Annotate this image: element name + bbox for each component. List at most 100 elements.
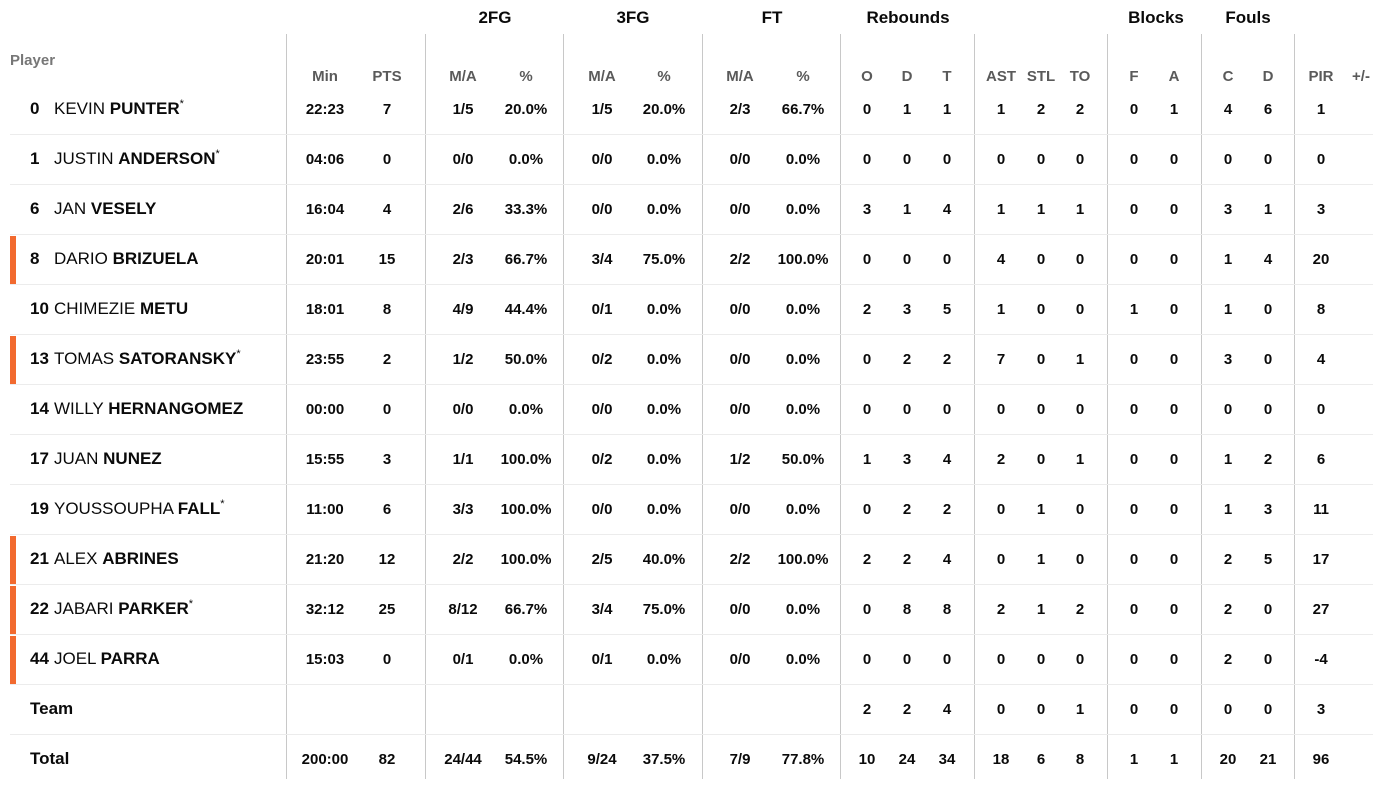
stat-pts: 7 [382, 101, 392, 118]
stat-ast: 0 [996, 501, 1006, 518]
stat-pts: 0 [382, 151, 392, 168]
stat-ast: 0 [996, 701, 1006, 718]
col-header-blk-a[interactable]: A [1168, 68, 1180, 85]
col-header-2fg-ma[interactable]: M/A [449, 68, 477, 85]
stat-3fg-pct: 0.0% [646, 451, 682, 468]
stat-2fg-pct: 100.0% [500, 551, 552, 568]
col-header-3fg-pct[interactable]: % [657, 68, 671, 85]
stat-blk-a: 0 [1169, 451, 1179, 468]
player-name-link[interactable]: KEVIN PUNTER* [54, 98, 184, 119]
starter-asterisk: * [179, 98, 184, 110]
stat-2fg-ma: 1/2 [452, 351, 474, 368]
player-name-link[interactable]: DARIO BRIZUELA [54, 249, 199, 269]
col-header-2fg-pct[interactable]: % [519, 68, 533, 85]
divider [425, 34, 426, 779]
col-header-reb-o[interactable]: O [861, 68, 873, 85]
player-number: 19 [30, 499, 49, 518]
row-separator [10, 134, 1373, 135]
player-name-link[interactable]: JAN VESELY [54, 199, 156, 219]
col-header-blk-f[interactable]: F [1129, 68, 1139, 85]
highlight-marker [10, 636, 16, 684]
stat-reb-o: 0 [862, 251, 872, 268]
stat-reb-o: 2 [862, 551, 872, 568]
player-name-link[interactable]: CHIMEZIE METU [54, 299, 188, 319]
stat-3fg-ma: 3/4 [591, 601, 613, 618]
player-column-label: Player [10, 52, 56, 69]
stat-pir: 11 [1313, 501, 1329, 518]
col-header-pir[interactable]: PIR [1308, 68, 1334, 85]
player-first-name: WILLY [54, 399, 104, 418]
stat-ft-pct: 0.0% [785, 601, 821, 618]
stat-3fg-ma: 1/5 [591, 101, 613, 118]
player-name-link[interactable]: JOEL PARRA [54, 649, 160, 669]
stat-blk-a: 0 [1169, 601, 1179, 618]
col-header-3fg-ma[interactable]: M/A [588, 68, 616, 85]
stat-blk-a: 0 [1169, 501, 1179, 518]
col-header-ast[interactable]: AST [986, 68, 1016, 85]
col-header-ft-pct[interactable]: % [796, 68, 810, 85]
stat-to: 1 [1075, 201, 1085, 218]
col-header-to[interactable]: TO [1069, 68, 1091, 85]
stat-ast: 0 [996, 401, 1006, 418]
stat-reb-d: 2 [902, 701, 912, 718]
stat-reb-d: 0 [902, 251, 912, 268]
stat-3fg-pct: 75.0% [642, 601, 686, 618]
stat-foul-c: 3 [1223, 201, 1233, 218]
row-separator [10, 534, 1373, 535]
stat-2fg-ma: 2/3 [452, 251, 474, 268]
stat-ft-ma: 0/0 [729, 601, 751, 618]
stat-2fg-ma: 24/44 [444, 751, 482, 768]
stat-ft-pct: 100.0% [777, 251, 829, 268]
stat-foul-d: 4 [1263, 251, 1273, 268]
stat-pir: 3 [1316, 701, 1326, 718]
stat-ft-ma: 0/0 [729, 201, 751, 218]
stat-blk-a: 0 [1169, 251, 1179, 268]
stat-min: 00:00 [305, 401, 345, 418]
player-row: 10 CHIMEZIE METU 18:01 8 4/9 44.4% 0/1 0.0% 0/0 0… [10, 285, 1373, 335]
stat-ast: 1 [996, 201, 1006, 218]
col-header-reb-d[interactable]: D [901, 68, 913, 85]
stat-blk-f: 0 [1129, 551, 1139, 568]
player-row: 22 JABARI PARKER* 32:12 25 8/12 66.7% 3/4 75.0%… [10, 585, 1373, 635]
stat-stl: 2 [1036, 101, 1046, 118]
player-name-link[interactable]: WILLY HERNANGOMEZ [54, 399, 243, 419]
col-header-foul-d[interactable]: D [1262, 68, 1274, 85]
stat-reb-t: 0 [942, 401, 952, 418]
col-header-ft-ma[interactable]: M/A [726, 68, 754, 85]
group-header-ft: FT [761, 8, 783, 27]
col-header-pts[interactable]: PTS [372, 68, 402, 85]
player-last-name: ANDERSON [118, 149, 216, 168]
stat-ast: 0 [996, 151, 1006, 168]
stat-blk-f: 0 [1129, 401, 1139, 418]
player-name-link[interactable]: ALEX ABRINES [54, 549, 179, 569]
team-row: Team 2 2 4 0 0 1 0 0 0 0 3 [10, 685, 1373, 735]
player-name-link[interactable]: TOMAS SATORANSKY* [54, 348, 241, 369]
player-name-link[interactable]: YOUSSOUPHA FALL* [54, 498, 225, 519]
stat-pir: -4 [1314, 651, 1328, 668]
player-first-name: KEVIN [54, 99, 106, 118]
player-row: 6 JAN VESELY 16:04 4 2/6 33.3% 0/0 0.0% 0/0 0.0% 3… [10, 185, 1373, 235]
player-row: 0 KEVIN PUNTER* 22:23 7 1/5 20.0% 1/5 20.0% 2/3 6… [10, 85, 1373, 135]
col-header-foul-c[interactable]: C [1222, 68, 1234, 85]
stat-foul-d: 0 [1263, 651, 1273, 668]
player-name-link[interactable]: JUSTIN ANDERSON* [54, 148, 220, 169]
stat-foul-d: 0 [1263, 401, 1273, 418]
col-header-reb-t[interactable]: T [942, 68, 952, 85]
stat-2fg-ma: 0/0 [452, 401, 474, 418]
stat-reb-t: 1 [942, 101, 952, 118]
stat-2fg-pct: 50.0% [504, 351, 548, 368]
player-last-name: ABRINES [102, 549, 179, 568]
col-header-plus-minus[interactable]: +/- [1352, 68, 1370, 85]
player-row: 17 JUAN NUNEZ 15:55 3 1/1 100.0% 0/2 0.0% 1/2 50.… [10, 435, 1373, 485]
player-number: 14 [30, 399, 49, 418]
col-header-stl[interactable]: STL [1026, 68, 1056, 85]
player-number: 8 [30, 249, 40, 268]
stat-3fg-ma: 9/24 [587, 751, 617, 768]
player-name-link[interactable]: JUAN NUNEZ [54, 449, 162, 469]
player-name-link[interactable]: JABARI PARKER* [54, 598, 193, 619]
stat-reb-o: 0 [862, 401, 872, 418]
stat-ft-pct: 66.7% [781, 101, 825, 118]
stat-pts: 8 [382, 301, 392, 318]
player-number: 10 [30, 299, 49, 318]
col-header-min[interactable]: Min [312, 68, 338, 85]
